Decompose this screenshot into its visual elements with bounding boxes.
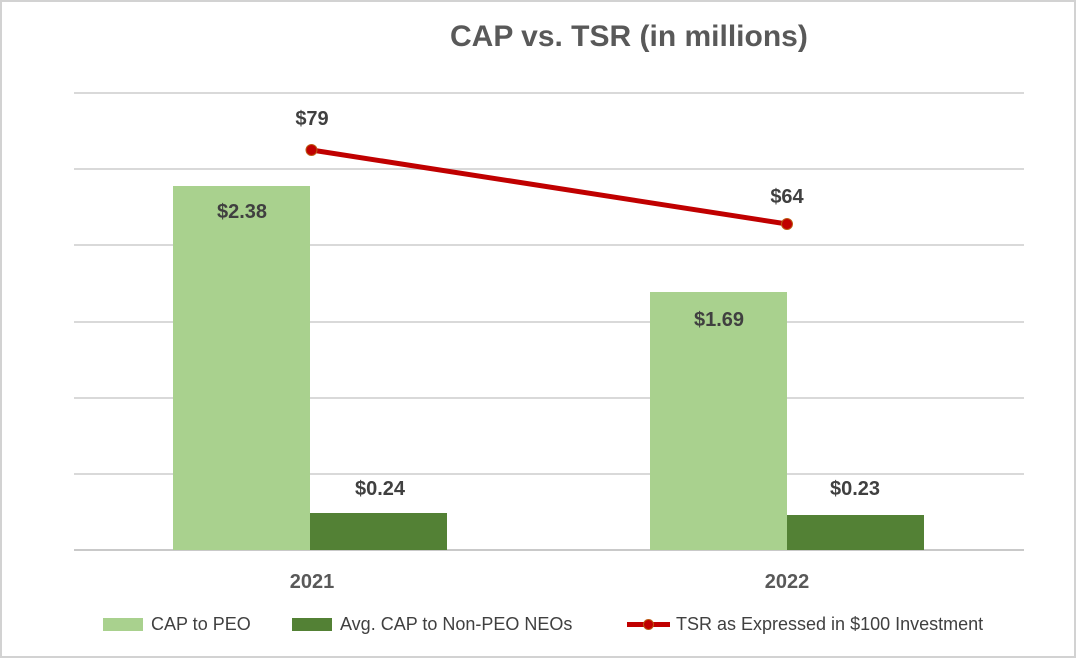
tsr-value-label-2021: $79 [295,108,329,130]
cap-value-label-2021: $2.38 [216,201,268,223]
bar-avg-cap-non-peo-2022 [787,515,924,550]
gridline-3.0 [74,92,1024,94]
bar-cap-to-peo-2021 [173,186,310,550]
neo-value-label-2022: $0.23 [829,478,881,500]
tsr-value-label-2022: $64 [770,186,804,208]
legend-label-avg-cap-non-peo: Avg. CAP to Non-PEO NEOs [340,613,573,634]
legend-line-dot [643,618,654,630]
gridline-0.5 [74,473,1024,475]
x-axis-line [74,549,1024,551]
gridline-2.0 [74,244,1024,246]
neo-value-label-2021: $0.24 [354,478,406,500]
chart-title: CAP vs. TSR (in millions) [450,20,808,53]
gridline-1.0 [74,397,1024,399]
legend-item-avg-cap-non-peo: Avg. CAP to Non-PEO NEOs [292,613,572,635]
tsr-marker-2022 [781,218,793,230]
legend-swatch-avg-cap-non-peo [292,617,332,631]
gridline-2.5 [74,168,1024,170]
cap-value-label-2022: $1.69 [693,309,745,331]
legend-swatch-cap-to-peo [103,617,143,631]
x-axis-label-2022: 2022 [764,571,810,593]
legend-line-marker-icon [627,618,670,631]
legend-label-tsr: TSR as Expressed in $100 Investment [676,613,984,634]
legend-label-cap-to-peo: CAP to PEO [151,613,251,634]
bar-avg-cap-non-peo-2021 [310,513,447,550]
gridline-1.5 [74,321,1024,323]
legend-item-cap-to-peo: CAP to PEO [103,613,251,635]
tsr-line [311,147,788,227]
tsr-marker-2021 [305,144,318,156]
bar-cap-to-peo-2022 [650,292,787,550]
legend-item-tsr: TSR as Expressed in $100 Investment [627,613,983,635]
x-axis-label-2021: 2021 [289,571,335,593]
